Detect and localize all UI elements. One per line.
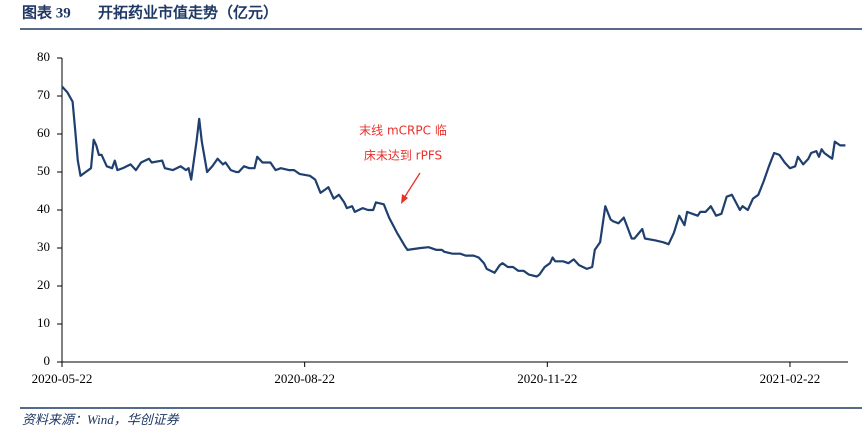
annotation-arrowhead	[401, 194, 408, 204]
x-tick-label: 2020-05-22	[32, 371, 93, 386]
chart-title: 开拓药业市值走势（亿元）	[98, 3, 278, 21]
annotation: 末线 mCRPC 临	[359, 124, 447, 138]
source: 资料来源：Wind，华创证券	[22, 412, 180, 427]
y-tick-label: 40	[37, 201, 50, 216]
x-tick-label: 2021-02-22	[760, 371, 821, 386]
line-series	[61, 85, 846, 278]
annotation: 床未达到 rPFS	[364, 149, 442, 163]
y-tick-label: 0	[44, 353, 51, 368]
y-tick-label: 20	[37, 277, 50, 292]
y-tick-label: 80	[37, 49, 50, 64]
x-tick-label: 2020-11-22	[517, 371, 577, 386]
y-tick-label: 10	[37, 315, 50, 330]
annotation-arrow	[403, 172, 421, 199]
y-tick-label: 60	[37, 125, 50, 140]
y-tick-label: 70	[37, 87, 50, 102]
y-tick-label: 30	[37, 239, 50, 254]
y-tick-label: 50	[37, 163, 50, 178]
x-tick-label: 2020-08-22	[274, 371, 335, 386]
figure-number: 图表 39	[22, 3, 71, 21]
